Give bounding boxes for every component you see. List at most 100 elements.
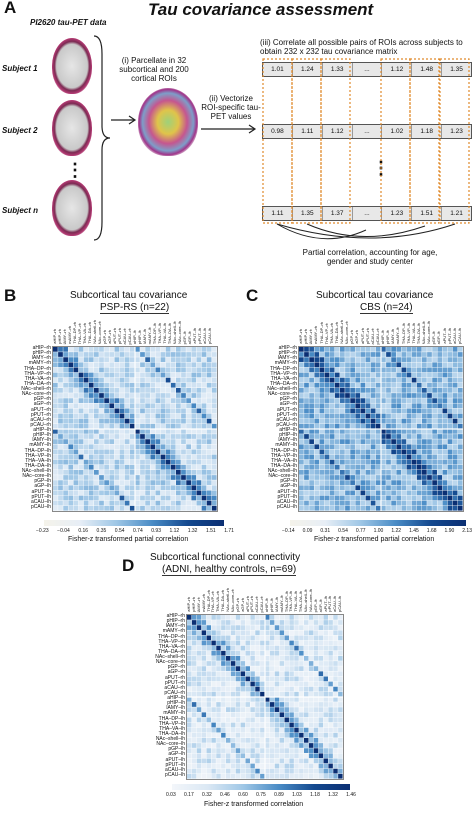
matrix-cell <box>396 362 402 368</box>
matrix-cell <box>216 620 221 625</box>
cell: 1.02 <box>382 125 413 138</box>
matrix-cell <box>375 495 381 501</box>
matrix-cell <box>447 388 453 393</box>
matrix-cell <box>68 464 74 470</box>
matrix-cell <box>216 697 221 702</box>
matrix-cell <box>94 449 99 455</box>
matrix-cell <box>260 753 265 759</box>
matrix-cell <box>135 408 140 414</box>
matrix-cell <box>304 650 309 656</box>
matrix-cell <box>350 413 355 419</box>
matrix-cell <box>274 753 280 759</box>
matrix-cell <box>250 640 255 646</box>
matrix-cell <box>78 429 84 434</box>
matrix-cell <box>318 768 324 774</box>
matrix-cell <box>155 357 161 362</box>
matrix-cell <box>160 449 166 455</box>
matrix-cell <box>304 413 309 419</box>
matrix-cell <box>165 434 171 439</box>
matrix-cell <box>230 763 236 769</box>
matrix-cell <box>401 480 407 485</box>
matrix-cell <box>99 439 104 444</box>
matrix-cell <box>145 388 150 393</box>
matrix-cell <box>206 505 212 511</box>
matrix-cell <box>447 398 453 403</box>
matrix-cell <box>235 753 241 759</box>
matrix-cell <box>196 500 202 506</box>
matrix-cell <box>196 495 202 501</box>
matrix-cell <box>250 656 255 661</box>
matrix-cell <box>360 377 366 383</box>
matrix-cell <box>181 357 186 362</box>
colorbar-tick-label: 1.00 <box>373 528 384 534</box>
matrix-cell <box>255 645 260 651</box>
matrix-cell <box>279 702 285 707</box>
matrix-cell <box>427 367 432 373</box>
matrix-cell <box>170 408 176 414</box>
matrix-cell <box>250 702 255 707</box>
matrix-cell <box>78 357 84 362</box>
matrix-cell <box>196 434 202 439</box>
matrix-cell <box>73 377 79 383</box>
matrix-cell <box>447 434 453 439</box>
matrix-cell <box>360 413 366 419</box>
matrix-cell <box>240 697 246 702</box>
roi-row-label: NAc–shell–rh <box>155 654 185 660</box>
matrix-cell <box>294 620 299 625</box>
matrix-cell <box>78 480 84 485</box>
matrix-cell <box>313 676 319 682</box>
matrix-cell <box>442 495 448 501</box>
matrix-cell <box>274 661 280 666</box>
cell: 1.23 <box>382 207 413 220</box>
matrix-cell <box>226 650 231 656</box>
matrix-cell <box>432 367 437 373</box>
matrix-cell <box>386 459 391 465</box>
matrix-cell <box>187 630 192 636</box>
matrix-cell <box>211 712 216 718</box>
matrix-cell <box>294 666 299 671</box>
matrix-cell <box>457 434 463 439</box>
matrix-cell <box>206 676 211 682</box>
matrix-cell <box>269 717 275 723</box>
matrix-cell <box>345 418 350 424</box>
matrix-cell <box>150 485 156 491</box>
matrix-cell <box>318 748 324 753</box>
matrix-cell <box>187 748 192 753</box>
matrix-cell <box>140 347 145 352</box>
matrix-cell <box>73 485 79 491</box>
matrix-cell <box>58 352 63 357</box>
matrix-cell <box>250 676 255 682</box>
matrix-cell <box>432 398 437 403</box>
matrix-cell <box>386 444 391 450</box>
matrix-cell <box>269 666 275 671</box>
matrix-cell <box>334 352 340 357</box>
matrix-cell <box>206 640 211 646</box>
roi-row-label: pPUT–rh <box>276 411 297 418</box>
matrix-cell <box>165 495 171 501</box>
matrix-cell <box>129 500 135 506</box>
matrix-cell <box>452 470 458 475</box>
matrix-cell <box>338 625 343 630</box>
matrix-cell <box>235 748 241 753</box>
matrix-cell <box>279 758 285 764</box>
matrix-cell <box>289 635 294 641</box>
matrix-cell <box>187 712 192 718</box>
matrix-cell <box>221 615 226 620</box>
matrix-cell <box>150 490 156 496</box>
matrix-cell <box>221 691 226 697</box>
matrix-cell <box>411 480 417 485</box>
matrix-cell <box>230 758 236 764</box>
matrix-cell <box>338 738 343 743</box>
matrix-cell <box>457 495 463 501</box>
matrix-cell <box>308 691 314 697</box>
matrix-cell <box>124 480 130 485</box>
matrix-cell <box>145 398 150 403</box>
matrix-cell <box>386 393 391 398</box>
matrix-cell <box>340 367 345 373</box>
matrix-cell <box>386 480 391 485</box>
matrix-cell <box>318 717 324 723</box>
matrix-cell <box>221 712 226 718</box>
matrix-cell <box>422 367 427 373</box>
matrix-cell <box>437 357 443 362</box>
matrix-cell <box>230 773 236 779</box>
